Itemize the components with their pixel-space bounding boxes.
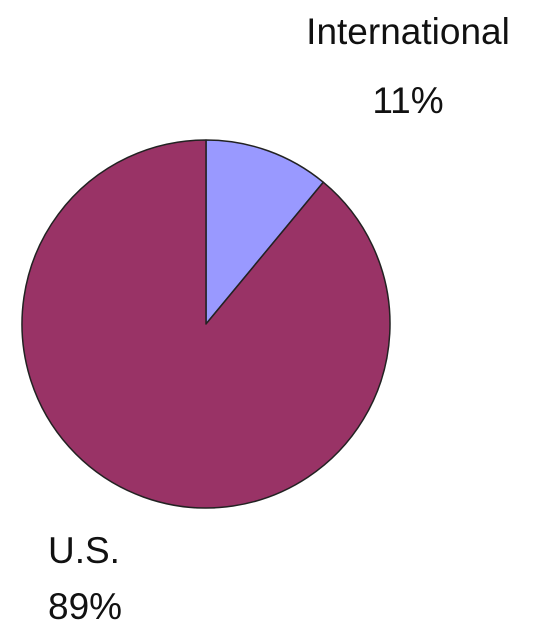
pie-slice-international bbox=[205, 139, 325, 325]
pie-slices bbox=[21, 139, 391, 509]
slice-value-international: 11% bbox=[372, 80, 443, 121]
slice-label-international: International bbox=[306, 11, 510, 52]
slice-value-u-s: 89% bbox=[48, 586, 122, 627]
pie-data-labels: International 11% U.S. 89% bbox=[48, 11, 510, 627]
pie-slice-u-s bbox=[21, 139, 391, 509]
slice-label-u-s: U.S. bbox=[48, 530, 120, 571]
